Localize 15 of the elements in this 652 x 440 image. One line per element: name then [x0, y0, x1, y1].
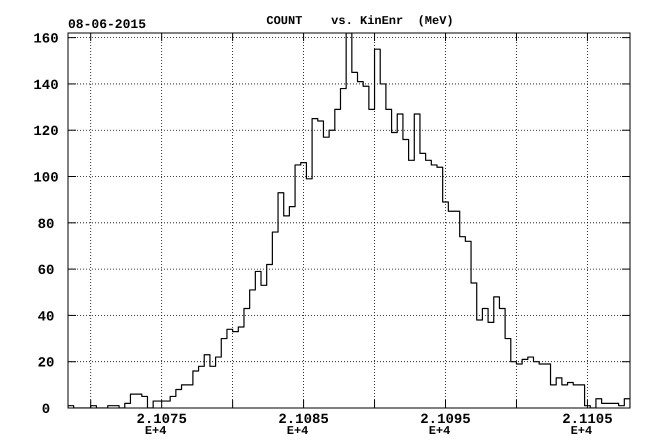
- text: 08-06-2015: [68, 17, 146, 32]
- y-tick-label: 160: [33, 32, 59, 48]
- y-tick-label: 20: [38, 356, 54, 372]
- y-tick-label: 40: [38, 309, 54, 326]
- y-tick-label: 140: [33, 78, 59, 94]
- x-axis-title: E+4: [144, 424, 166, 438]
- text: E+4: [570, 424, 592, 438]
- text: E+4: [286, 424, 308, 438]
- y-tick-label: 80: [38, 216, 54, 233]
- y-tick-label: 0: [42, 402, 50, 418]
- y-tick-label: 60: [38, 263, 54, 280]
- text: E+4: [428, 424, 450, 438]
- y-tick-label: 120: [33, 124, 59, 140]
- y-tick-label: 100: [33, 170, 59, 187]
- chart-title: COUNT vs. KinEnr (MeV): [266, 14, 454, 28]
